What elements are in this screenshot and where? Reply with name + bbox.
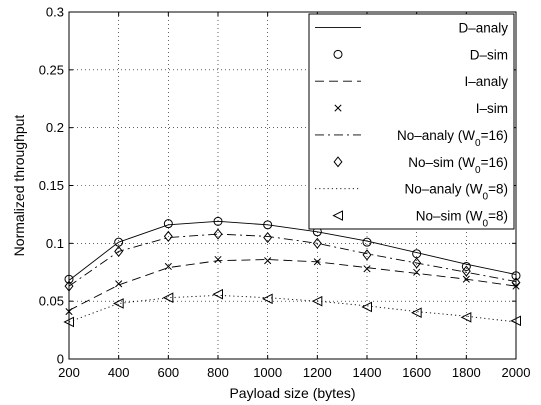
data-point <box>461 261 471 271</box>
plot-area <box>63 216 521 328</box>
y-tick-label: 0.3 <box>46 5 64 20</box>
legend-box <box>308 13 515 230</box>
data-point <box>311 295 323 307</box>
x-tick-label: 1600 <box>402 365 431 380</box>
series-line <box>68 259 517 311</box>
legend-entry: I–sim <box>334 101 508 116</box>
data-point <box>413 268 421 276</box>
legend-label: D–sim <box>470 47 508 62</box>
data-point <box>264 257 272 265</box>
legend-entry: D–sim <box>333 47 508 62</box>
data-point <box>362 249 372 261</box>
x-stroke <box>413 268 421 276</box>
x-tick-label: 800 <box>207 365 229 380</box>
series-line <box>68 220 517 281</box>
x-tick-label: 200 <box>58 365 80 380</box>
series-1 <box>64 216 521 284</box>
y-tick-label: 0.1 <box>46 236 64 251</box>
x-tick-label: 1400 <box>353 365 382 380</box>
series-7 <box>63 288 521 328</box>
y-tick-label: 0.05 <box>39 294 64 309</box>
series-line <box>68 233 517 287</box>
data-point <box>213 216 223 226</box>
x-tick-label: 600 <box>157 365 179 380</box>
legend-swatch <box>333 156 343 168</box>
series-3 <box>65 255 520 316</box>
x-axis-label: Payload size (bytes) <box>229 385 355 401</box>
legend-label: D–analy <box>458 20 508 35</box>
x-tick-label: 2000 <box>502 365 531 380</box>
data-point <box>164 262 172 271</box>
data-point <box>361 301 372 313</box>
x-stroke <box>363 265 371 273</box>
data-point <box>263 220 273 230</box>
x-stroke <box>334 104 342 112</box>
data-point <box>162 292 174 304</box>
y-tick-label: 0.25 <box>39 62 64 77</box>
data-point <box>411 307 422 319</box>
series-5 <box>64 228 521 292</box>
data-point <box>115 280 123 288</box>
series-4 <box>68 233 517 287</box>
legend-entry: I–analy <box>315 74 508 89</box>
data-point <box>312 237 322 249</box>
x-tick-label: 1800 <box>452 365 481 380</box>
data-point <box>363 265 371 273</box>
data-point <box>460 312 472 323</box>
legend-entry: D–analy <box>315 20 508 35</box>
legend-label: I–sim <box>476 101 508 116</box>
y-tick-label: 0.15 <box>39 178 64 193</box>
x-stroke <box>264 257 272 265</box>
data-point <box>461 265 471 277</box>
x-tick-label: 1200 <box>303 365 332 380</box>
data-point <box>163 219 173 229</box>
data-point <box>163 230 173 242</box>
data-point <box>214 255 222 264</box>
series-6 <box>68 294 517 323</box>
legend-label: I–analy <box>464 74 508 89</box>
x-stroke <box>313 258 321 266</box>
x-stroke <box>115 280 123 288</box>
series-2 <box>68 259 517 311</box>
x-tick-label: 400 <box>108 365 130 380</box>
y-tick-label: 0 <box>57 352 64 367</box>
x-tick-label: 1000 <box>253 365 282 380</box>
data-point <box>462 275 470 283</box>
series-line <box>68 294 517 323</box>
x-stroke <box>462 275 470 283</box>
data-point <box>212 288 223 300</box>
data-point <box>313 258 321 266</box>
legend-swatch <box>332 210 343 221</box>
y-axis-label: Normalized throughput <box>11 115 27 257</box>
x-stroke <box>164 262 172 271</box>
data-point <box>263 231 273 244</box>
series-0 <box>68 220 517 281</box>
data-point <box>114 245 124 258</box>
x-stroke <box>214 255 222 264</box>
legend-swatch <box>334 104 342 112</box>
data-point <box>113 298 124 309</box>
axes: 200 400 600 800 1000 1200 1400 1600 1800 2000 0 0.0… <box>39 5 531 381</box>
y-tick-label: 0.2 <box>46 120 64 135</box>
legend-swatch <box>333 49 343 59</box>
data-point <box>213 228 223 240</box>
data-point <box>262 293 273 305</box>
data-point <box>362 237 372 247</box>
data-point <box>412 257 422 269</box>
